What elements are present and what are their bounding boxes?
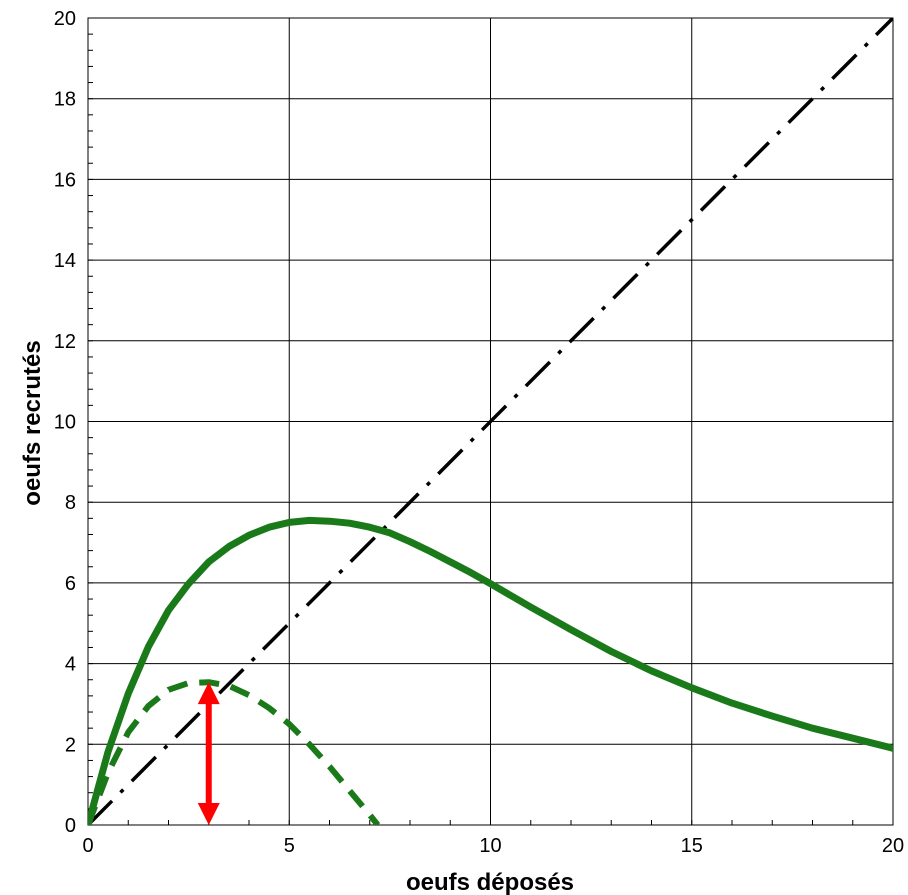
annotations xyxy=(197,682,220,825)
x-tick-labels: 0 5 10 15 20 xyxy=(82,835,904,857)
y-tick-label: 14 xyxy=(54,250,76,272)
x-tick-label: 15 xyxy=(681,835,703,857)
x-tick-label: 20 xyxy=(882,835,904,857)
arrow-head-up xyxy=(197,682,220,705)
arrow-head-down xyxy=(197,803,220,825)
y-tick-label: 20 xyxy=(54,8,76,30)
y-axis-title: oeufs recrutés xyxy=(19,340,46,505)
plot-frame xyxy=(87,17,894,826)
y-tick-label: 4 xyxy=(65,654,76,676)
x-tick-label: 10 xyxy=(479,835,501,857)
y-tick-label: 0 xyxy=(65,815,76,837)
y-tick-label: 12 xyxy=(54,331,76,353)
x-axis-title: oeufs déposés xyxy=(406,869,574,895)
y-tick-label: 10 xyxy=(54,412,76,434)
series-dashed-line xyxy=(88,679,381,825)
series-dashdot-line xyxy=(88,18,893,825)
x-tick-label: 0 xyxy=(82,835,93,857)
y-tick-label: 8 xyxy=(65,492,76,514)
series-solid-line xyxy=(88,516,893,825)
y-tick-label: 6 xyxy=(65,573,76,595)
x-tick-label: 5 xyxy=(284,835,295,857)
y-tick-label: 2 xyxy=(65,734,76,756)
y-tick-labels: 0 2 4 6 8 10 12 14 16 18 20 xyxy=(54,8,76,837)
series-group xyxy=(88,18,893,825)
y-tick-label: 18 xyxy=(54,89,76,111)
y-tick-label: 16 xyxy=(54,169,76,191)
